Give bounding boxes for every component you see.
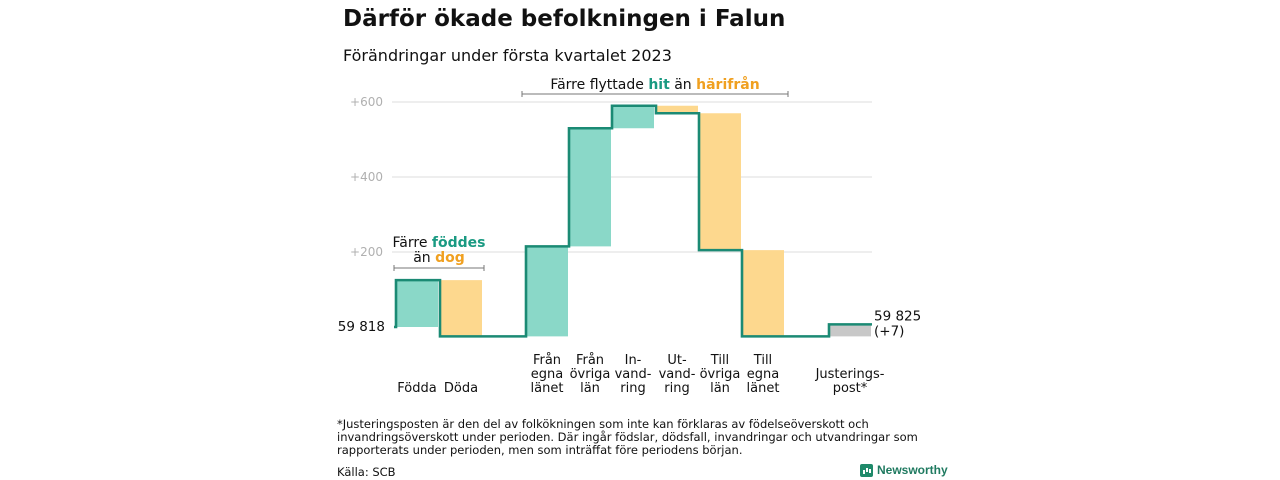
end-change-label: (+7) — [874, 323, 904, 339]
category-label: Till övriga län — [700, 353, 741, 396]
y-tick-label: +400 — [350, 170, 383, 184]
births-deaths-annotation-line1: Färre föddes — [393, 235, 486, 251]
start-value-label: 59 818 — [338, 319, 385, 335]
category-label: Ut-vand-ring — [659, 353, 696, 396]
brand-name: Newsworthy — [877, 463, 948, 477]
end-value-label: 59 825 — [874, 308, 921, 324]
bar-1 — [440, 280, 482, 337]
bar-3 — [569, 128, 611, 247]
bar-8 — [829, 324, 871, 337]
y-tick-label: +200 — [350, 245, 383, 259]
bar-4 — [612, 105, 654, 129]
source-note: Källa: SCB — [337, 465, 396, 479]
chart-title: Därför ökade befolkningen i Falun — [343, 6, 786, 32]
category-label: Från övriga län — [570, 353, 611, 396]
births-deaths-annotation-line2: än dog — [413, 250, 465, 266]
migration-annotation: Färre flyttade hit än härifrån — [550, 76, 759, 93]
waterfall-step-line — [394, 104, 872, 338]
category-label: Från egna länet — [531, 353, 564, 396]
category-label: In-vand-ring — [615, 353, 652, 396]
bar-5 — [656, 105, 698, 114]
bar-0 — [396, 280, 438, 327]
newsworthy-logo-icon — [860, 463, 873, 477]
bar-2 — [526, 246, 568, 337]
brand-logo: Newsworthy — [860, 463, 948, 477]
category-label: Justerings-post* — [815, 367, 885, 396]
category-label: Döda — [444, 381, 478, 396]
chart-subtitle: Förändringar under första kvartalet 2023 — [343, 46, 672, 65]
bar-7 — [742, 250, 784, 337]
footnote: *Justeringsposten är den del av folkökni… — [337, 417, 918, 457]
y-tick-label: +600 — [350, 95, 383, 109]
bar-6 — [699, 113, 741, 251]
category-label: Födda — [397, 381, 436, 396]
category-label: Till egna länet — [747, 353, 780, 396]
